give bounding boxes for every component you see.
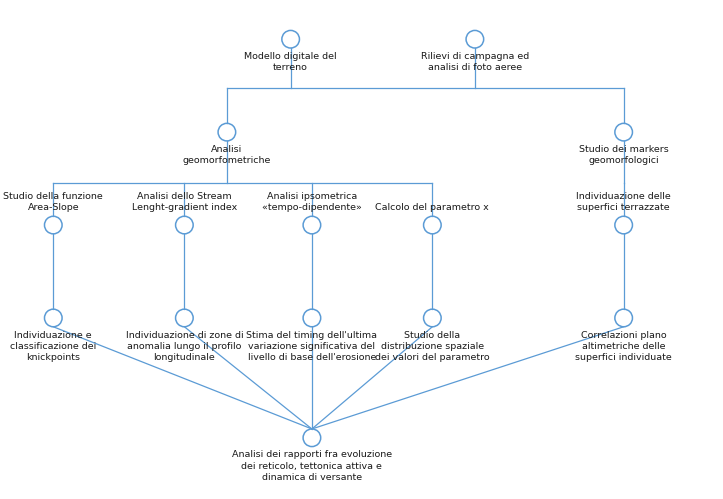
Text: Studio dei markers
geomorfologici: Studio dei markers geomorfologici xyxy=(579,145,669,165)
Text: Analisi dei rapporti fra evoluzione
dei reticolo, tettonica attiva e
dinamica di: Analisi dei rapporti fra evoluzione dei … xyxy=(232,451,392,482)
Text: Individuazione e
classificazione dei
knickpoints: Individuazione e classificazione dei kni… xyxy=(10,331,96,362)
Text: Analisi
geomorfometriche: Analisi geomorfometriche xyxy=(183,145,271,165)
Text: Studio della
distribuzione spaziale
dei valori del parametro: Studio della distribuzione spaziale dei … xyxy=(375,331,489,362)
Text: Stima del timing dell'ultima
variazione significativa del
livello di base dell'e: Stima del timing dell'ultima variazione … xyxy=(247,331,377,362)
Text: Correlazioni plano
altimetriche delle
superfici individuate: Correlazioni plano altimetriche delle su… xyxy=(576,331,672,362)
Text: Studio della funzione
Area-Slope: Studio della funzione Area-Slope xyxy=(4,192,103,213)
Text: Calcolo del parametro x: Calcolo del parametro x xyxy=(375,203,489,213)
Text: Individuazione delle
superfici terrazzate: Individuazione delle superfici terrazzat… xyxy=(576,192,671,213)
Text: Modello digitale del
terreno: Modello digitale del terreno xyxy=(244,52,337,72)
Text: Analisi dello Stream
Lenght-gradient index: Analisi dello Stream Lenght-gradient ind… xyxy=(132,192,237,213)
Text: Rilievi di campagna ed
analisi di foto aeree: Rilievi di campagna ed analisi di foto a… xyxy=(421,52,529,72)
Text: Analisi ipsometrica
«temp​o-dipendente»: Analisi ipsometrica «temp​o-dipendente» xyxy=(262,192,362,213)
Text: Individuazione di zone di
anomalia lungo il profilo
longitudinale: Individuazione di zone di anomalia lungo… xyxy=(126,331,243,362)
